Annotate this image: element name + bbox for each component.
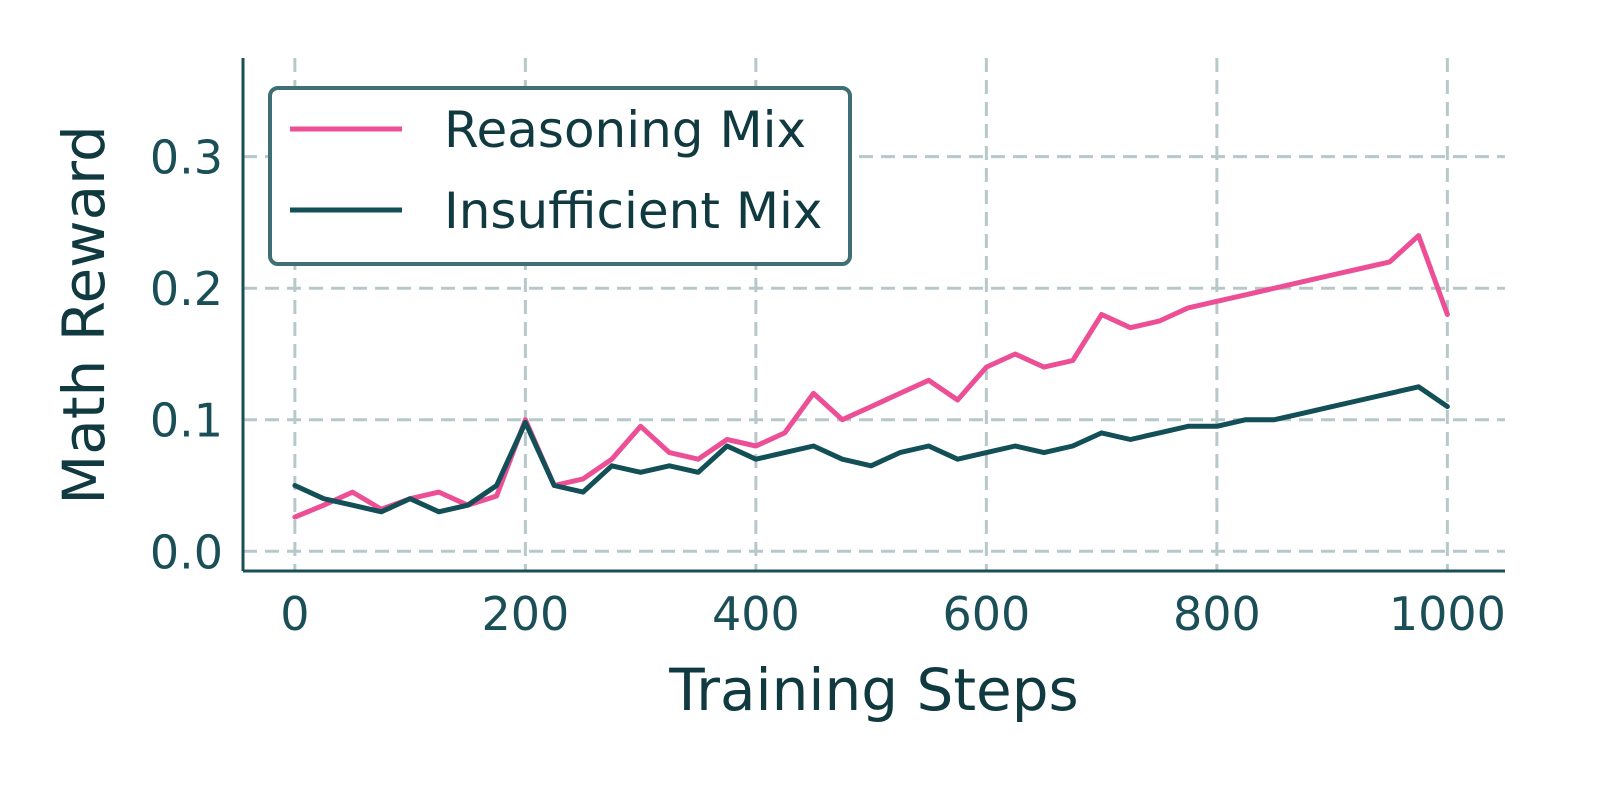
x-tick-label: 200	[481, 587, 569, 641]
legend-box	[268, 86, 852, 266]
axes-layer	[241, 58, 1505, 573]
y-tick-label: 0.2	[150, 262, 223, 316]
x-tick-label: 1000	[1389, 587, 1506, 641]
x-axis-title: Training Steps	[668, 656, 1079, 724]
legend: Reasoning Mix Insufficient Mix	[268, 86, 852, 266]
series-line-reasoning-mix	[292, 233, 1450, 520]
y-tick-label: 0.0	[150, 525, 223, 579]
x-tick-label: 400	[712, 587, 800, 641]
series-line-insufficient-mix	[292, 384, 1450, 515]
y-axis-title: Math Reward	[50, 125, 118, 505]
x-tick-label: 800	[1173, 587, 1261, 641]
x-tick-label: 0	[280, 587, 309, 641]
series-layer	[292, 233, 1450, 520]
x-tick-label: 600	[942, 587, 1030, 641]
y-tick-label: 0.1	[150, 394, 223, 448]
legend-label-reasoning-mix: Reasoning Mix	[444, 101, 806, 159]
legend-label-insufficient-mix: Insufficient Mix	[444, 182, 822, 240]
tick-labels: 0 200 400 600 800 1000 0.0 0.1 0.2 0.3	[150, 131, 1506, 641]
y-tick-label: 0.3	[150, 131, 223, 185]
